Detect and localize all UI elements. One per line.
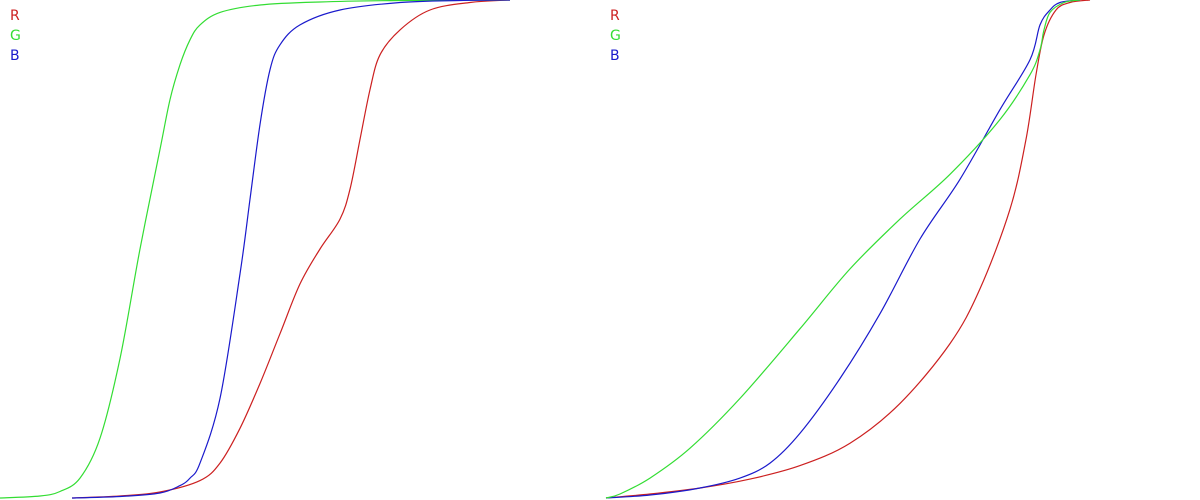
chart-right-legend: R G B	[610, 6, 621, 66]
series-line-r	[71, 0, 511, 499]
series-line-r	[605, 0, 1091, 499]
chart-left-plot	[0, 0, 511, 499]
legend-label-r: R	[10, 8, 20, 24]
series-line-b	[605, 0, 1081, 499]
legend-label-b: B	[610, 48, 620, 64]
series-line-g	[0, 0, 511, 499]
chart-right-plot	[605, 0, 1091, 499]
legend-label-b: B	[10, 48, 20, 64]
legend-label-g: G	[10, 28, 21, 44]
legend-label-g: G	[610, 28, 621, 44]
chart-left: R G B	[0, 0, 511, 499]
series-line-g	[605, 0, 1081, 499]
series-line-b	[71, 0, 511, 499]
chart-right: R G B	[600, 0, 1200, 500]
chart-left-legend: R G B	[10, 6, 21, 66]
legend-label-r: R	[610, 8, 620, 24]
